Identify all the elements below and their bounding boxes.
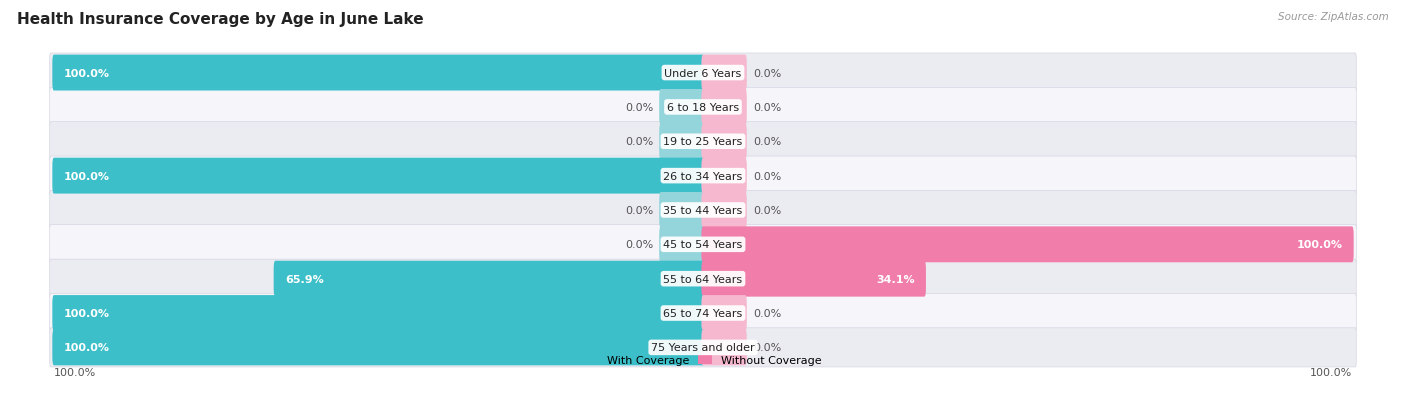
Text: 65 to 74 Years: 65 to 74 Years <box>664 308 742 318</box>
FancyBboxPatch shape <box>274 261 704 297</box>
FancyBboxPatch shape <box>49 259 1357 299</box>
FancyBboxPatch shape <box>49 54 1357 93</box>
FancyBboxPatch shape <box>52 295 704 331</box>
Text: 0.0%: 0.0% <box>754 69 782 78</box>
Text: 0.0%: 0.0% <box>754 206 782 216</box>
Text: 100.0%: 100.0% <box>63 342 110 353</box>
FancyBboxPatch shape <box>702 330 747 366</box>
FancyBboxPatch shape <box>659 90 704 126</box>
Text: 65.9%: 65.9% <box>285 274 323 284</box>
Text: 100.0%: 100.0% <box>63 171 110 181</box>
Text: 0.0%: 0.0% <box>754 342 782 353</box>
FancyBboxPatch shape <box>702 55 747 91</box>
Text: Under 6 Years: Under 6 Years <box>665 69 741 78</box>
Text: 0.0%: 0.0% <box>754 103 782 113</box>
FancyBboxPatch shape <box>659 192 704 228</box>
Text: 26 to 34 Years: 26 to 34 Years <box>664 171 742 181</box>
Text: 19 to 25 Years: 19 to 25 Years <box>664 137 742 147</box>
Legend: With Coverage, Without Coverage: With Coverage, Without Coverage <box>581 350 825 370</box>
FancyBboxPatch shape <box>49 225 1357 264</box>
Text: Source: ZipAtlas.com: Source: ZipAtlas.com <box>1278 12 1389 22</box>
FancyBboxPatch shape <box>52 55 704 91</box>
FancyBboxPatch shape <box>49 294 1357 333</box>
FancyBboxPatch shape <box>702 261 927 297</box>
Text: 0.0%: 0.0% <box>624 240 652 250</box>
FancyBboxPatch shape <box>702 158 747 194</box>
Text: 6 to 18 Years: 6 to 18 Years <box>666 103 740 113</box>
Text: 100.0%: 100.0% <box>53 368 96 377</box>
Text: 100.0%: 100.0% <box>1310 368 1353 377</box>
FancyBboxPatch shape <box>52 158 704 194</box>
FancyBboxPatch shape <box>659 124 704 160</box>
FancyBboxPatch shape <box>702 90 747 126</box>
Text: 0.0%: 0.0% <box>624 137 652 147</box>
Text: 55 to 64 Years: 55 to 64 Years <box>664 274 742 284</box>
Text: 0.0%: 0.0% <box>624 206 652 216</box>
Text: 100.0%: 100.0% <box>1296 240 1343 250</box>
Text: 100.0%: 100.0% <box>63 308 110 318</box>
Text: 75 Years and older: 75 Years and older <box>651 342 755 353</box>
Text: 0.0%: 0.0% <box>754 171 782 181</box>
FancyBboxPatch shape <box>49 328 1357 367</box>
Text: 100.0%: 100.0% <box>63 69 110 78</box>
FancyBboxPatch shape <box>702 295 747 331</box>
FancyBboxPatch shape <box>702 192 747 228</box>
Text: 0.0%: 0.0% <box>754 308 782 318</box>
FancyBboxPatch shape <box>52 330 704 366</box>
FancyBboxPatch shape <box>702 124 747 160</box>
FancyBboxPatch shape <box>702 227 1354 263</box>
Text: 0.0%: 0.0% <box>624 103 652 113</box>
FancyBboxPatch shape <box>49 122 1357 161</box>
Text: 34.1%: 34.1% <box>876 274 914 284</box>
FancyBboxPatch shape <box>659 227 704 263</box>
Text: 35 to 44 Years: 35 to 44 Years <box>664 206 742 216</box>
Text: 0.0%: 0.0% <box>754 137 782 147</box>
FancyBboxPatch shape <box>49 157 1357 196</box>
Text: 45 to 54 Years: 45 to 54 Years <box>664 240 742 250</box>
Text: Health Insurance Coverage by Age in June Lake: Health Insurance Coverage by Age in June… <box>17 12 423 27</box>
FancyBboxPatch shape <box>49 191 1357 230</box>
FancyBboxPatch shape <box>49 88 1357 127</box>
